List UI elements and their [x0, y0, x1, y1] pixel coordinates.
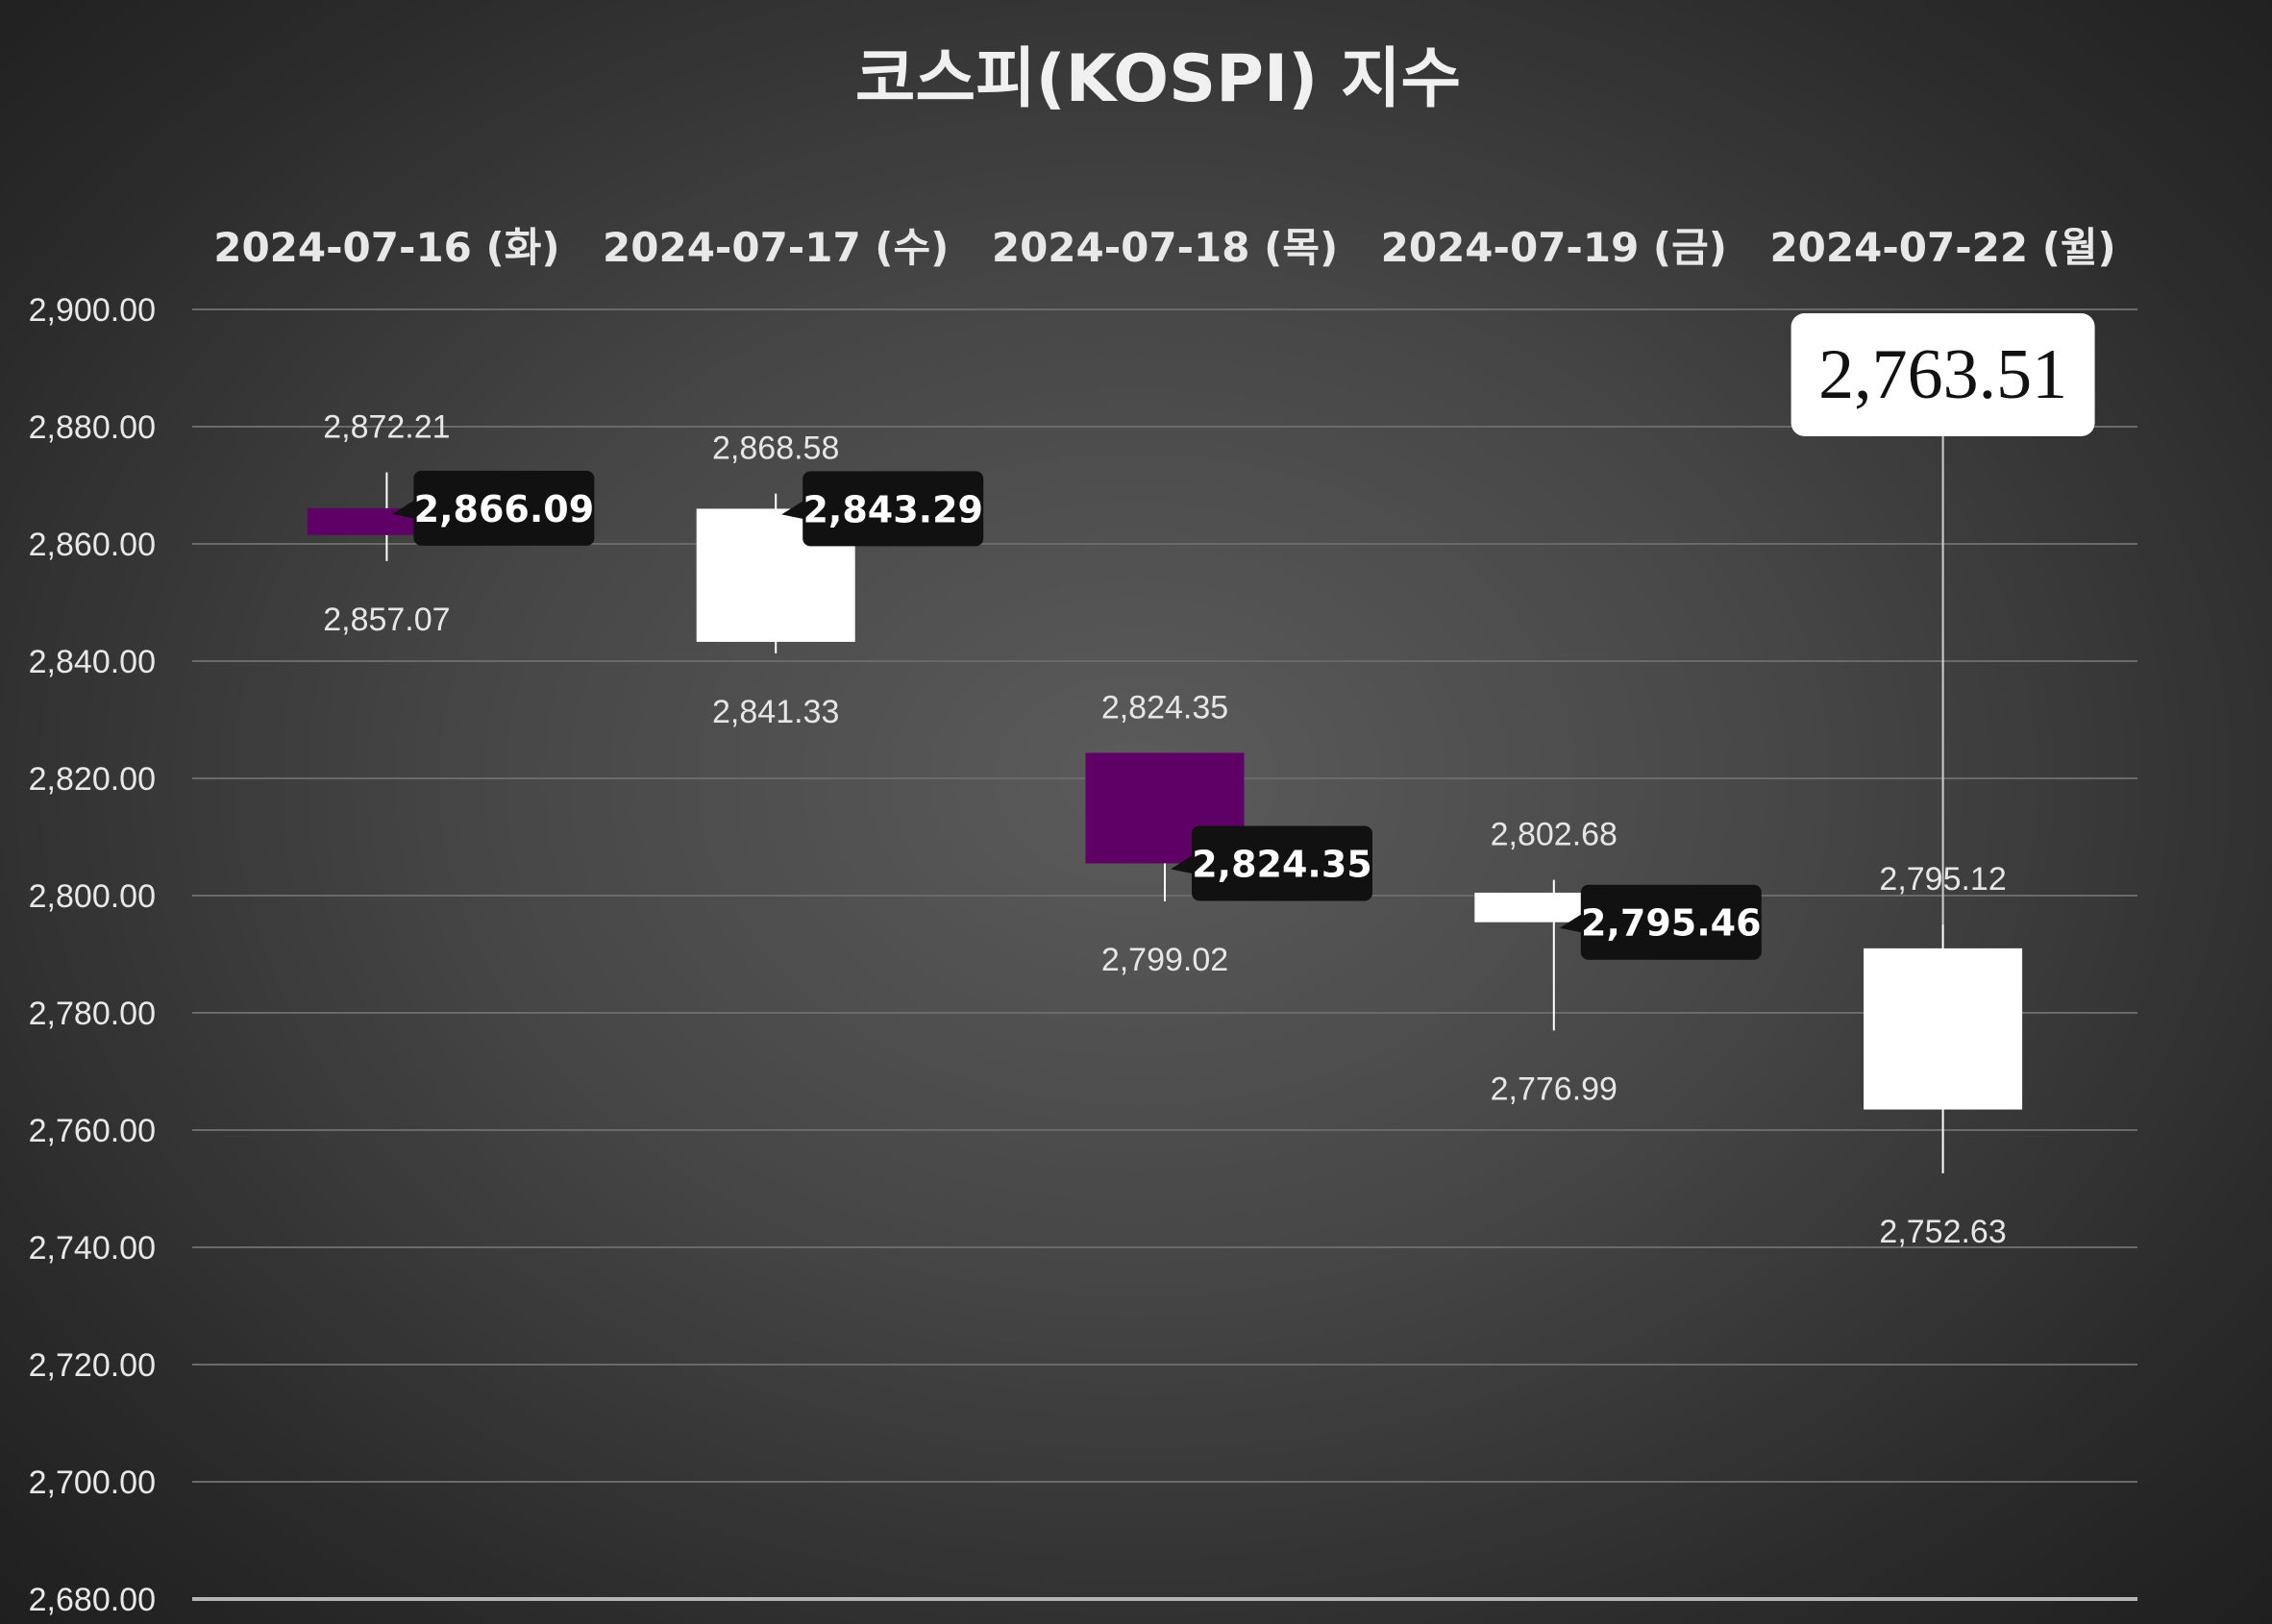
callout-value: 2,824.35: [1192, 843, 1372, 885]
low-label: 2,799.02: [1101, 942, 1228, 978]
callout-box: [1192, 825, 1372, 901]
callout-value: 2,795.46: [1581, 902, 1762, 945]
low-label: 2,857.07: [323, 602, 450, 638]
y-tick-label: 2,840.00: [29, 644, 156, 680]
y-tick-label: 2,680.00: [29, 1582, 156, 1618]
callout-box: [1580, 884, 1762, 960]
callout-pointer: [1559, 910, 1587, 934]
callout-value: 2,866.09: [414, 488, 595, 530]
low-label: 2,752.63: [1879, 1214, 2006, 1250]
y-tick-label: 2,880.00: [29, 409, 156, 446]
y-tick-label: 2,900.00: [29, 292, 156, 329]
callout-box: [1790, 313, 2095, 436]
close-callout-large: 2,763.51: [1790, 313, 2095, 924]
callout-pointer: [781, 497, 809, 521]
y-tick-label: 2,780.00: [29, 996, 156, 1032]
x-category-label: 2024-07-18 (목): [992, 224, 1338, 271]
x-category-label: 2024-07-16 (화): [213, 224, 559, 271]
high-label: 2,872.21: [323, 409, 450, 446]
callout-pointer: [1171, 851, 1198, 875]
x-category-label: 2024-07-22 (월): [1769, 224, 2115, 271]
candle-body: [1864, 947, 2023, 1110]
low-label: 2,841.33: [712, 694, 839, 730]
callout-box: [803, 471, 984, 547]
y-tick-label: 2,800.00: [29, 878, 156, 915]
callout-value: 2,763.51: [1818, 335, 2067, 414]
y-tick-label: 2,860.00: [29, 527, 156, 563]
x-axis: 2024-07-16 (화) 2024-07-17 (수) 2024-07-18 (…: [213, 224, 2116, 271]
low-label: 2,776.99: [1491, 1070, 1618, 1107]
y-tick-label: 2,720.00: [29, 1347, 156, 1384]
close-callout: 2,866.09: [392, 470, 595, 546]
y-axis: 2,900.00 2,880.00 2,860.00 2,840.00 2,820.00…: [29, 292, 156, 1618]
x-category-label: 2024-07-17 (수): [603, 224, 949, 271]
chart-title: 코스피(KOSPI) 지수: [855, 41, 1461, 117]
y-tick-label: 2,760.00: [29, 1113, 156, 1149]
candles: [307, 472, 2023, 1173]
price-labels: 2,872.21 2,857.07 2,868.58 2,841.33 2,824.35…: [323, 409, 2007, 1250]
x-category-label: 2024-07-19 (금): [1381, 224, 1727, 271]
callout-value: 2,843.29: [803, 488, 983, 530]
y-tick-label: 2,700.00: [29, 1464, 156, 1501]
high-label: 2,802.68: [1491, 817, 1618, 853]
callouts: 2,866.09 2,843.29 2,824.35 2,795.46 2,763.51: [392, 313, 2095, 960]
close-callout: 2,824.35: [1171, 825, 1372, 901]
high-label: 2,868.58: [712, 431, 839, 467]
y-tick-label: 2,740.00: [29, 1230, 156, 1267]
close-callout: 2,795.46: [1559, 884, 1762, 960]
close-callout: 2,843.29: [781, 471, 984, 547]
callout-box: [413, 470, 595, 546]
high-label: 2,824.35: [1101, 689, 1228, 726]
y-tick-label: 2,820.00: [29, 761, 156, 798]
callout-pointer: [392, 497, 420, 520]
